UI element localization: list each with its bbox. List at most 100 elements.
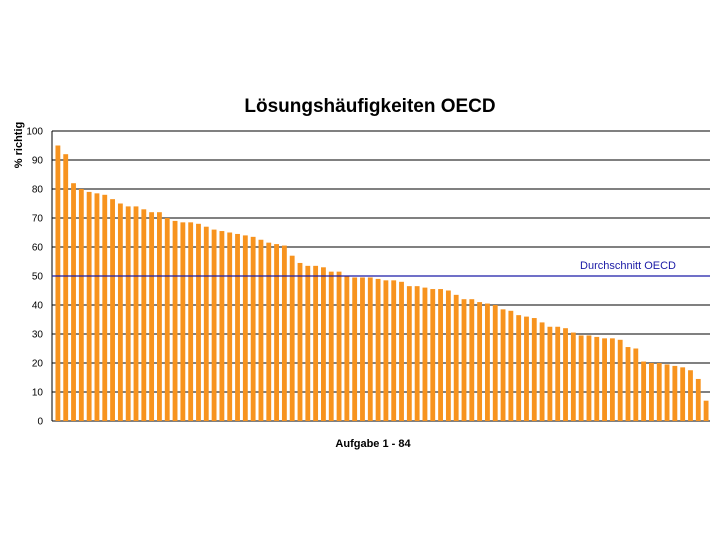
bar [360, 277, 365, 421]
bar [649, 363, 654, 421]
bar [180, 222, 186, 421]
bar [438, 289, 443, 421]
bar [516, 315, 522, 421]
bar [242, 235, 248, 421]
bar [133, 206, 139, 421]
bar [375, 278, 381, 421]
bar [125, 206, 131, 421]
bar [399, 281, 404, 421]
bar [461, 299, 467, 421]
bar [672, 365, 678, 421]
bar [102, 194, 108, 421]
bar [703, 400, 709, 421]
bar [539, 322, 545, 421]
bar [633, 348, 639, 421]
reference-line-label: Durchschnitt OECD [580, 260, 676, 272]
bar [531, 318, 537, 421]
bar [281, 245, 287, 421]
bar [164, 218, 170, 421]
bar [328, 271, 334, 421]
bar [141, 209, 147, 421]
bar [547, 326, 553, 421]
bar [258, 239, 264, 421]
bar [367, 277, 373, 421]
bar [305, 265, 311, 421]
bar [344, 276, 350, 421]
bar [414, 286, 420, 421]
bar [641, 361, 647, 421]
bar [680, 367, 686, 421]
bar [656, 363, 662, 421]
bar [406, 286, 412, 421]
y-tick-label: 20 [32, 359, 44, 370]
bars [55, 145, 709, 421]
y-tick-label: 90 [32, 156, 44, 167]
bar [617, 339, 623, 421]
bar [289, 255, 295, 421]
bar [297, 262, 303, 421]
bar [477, 302, 483, 421]
y-axis-title: % richtig [13, 122, 25, 168]
bar [578, 335, 584, 421]
bar [453, 294, 459, 421]
bar [508, 310, 514, 421]
y-tick-label: 70 [32, 214, 44, 225]
y-tick-label: 40 [32, 301, 44, 312]
bar [500, 309, 506, 421]
bar [78, 189, 84, 421]
bar [492, 305, 498, 421]
bar [555, 326, 561, 421]
bar [602, 338, 607, 421]
y-tick-label: 30 [32, 330, 44, 341]
bar [570, 332, 576, 421]
bar [55, 145, 61, 421]
bar [235, 233, 240, 421]
bar [250, 236, 256, 421]
bar [391, 280, 397, 421]
bar [94, 193, 100, 421]
bar [313, 265, 319, 421]
bar [63, 154, 69, 421]
bar [445, 290, 451, 421]
bar [157, 212, 162, 421]
y-tick-label: 60 [32, 243, 44, 254]
bar [485, 303, 490, 421]
bar [211, 229, 217, 421]
bar [117, 203, 123, 421]
bar [422, 287, 428, 421]
bar [71, 183, 76, 421]
bar [383, 280, 389, 421]
bar [266, 242, 272, 421]
bar [321, 267, 326, 421]
bar [227, 232, 233, 421]
bar [695, 378, 701, 421]
bar [469, 299, 475, 421]
y-tick-label: 10 [32, 388, 44, 399]
bar [274, 244, 279, 421]
bar [196, 223, 201, 421]
bar [594, 336, 600, 421]
bar [430, 289, 436, 421]
bar [188, 222, 194, 421]
bar [110, 199, 115, 421]
reference-line-group: Durchschnitt OECD [52, 260, 710, 277]
x-axis-title: Aufgabe 1 - 84 [335, 438, 411, 450]
bar [86, 191, 92, 421]
bar [149, 212, 155, 421]
bar [625, 347, 631, 421]
y-tick-labels: 0 10 20 30 40 50 60 70 80 90 100 [26, 127, 43, 428]
bar [524, 316, 529, 421]
bar [219, 231, 225, 421]
bar [688, 370, 693, 421]
bar [609, 338, 615, 421]
bar [586, 335, 592, 421]
chart-title: Lösungshäufigkeiten OECD [244, 96, 495, 117]
y-tick-label: 0 [37, 417, 43, 428]
y-tick-label: 80 [32, 185, 44, 196]
bar [336, 271, 342, 421]
bar [352, 277, 358, 421]
y-tick-label: 50 [32, 272, 44, 283]
y-tick-label: 100 [26, 127, 43, 138]
bar [563, 328, 568, 421]
